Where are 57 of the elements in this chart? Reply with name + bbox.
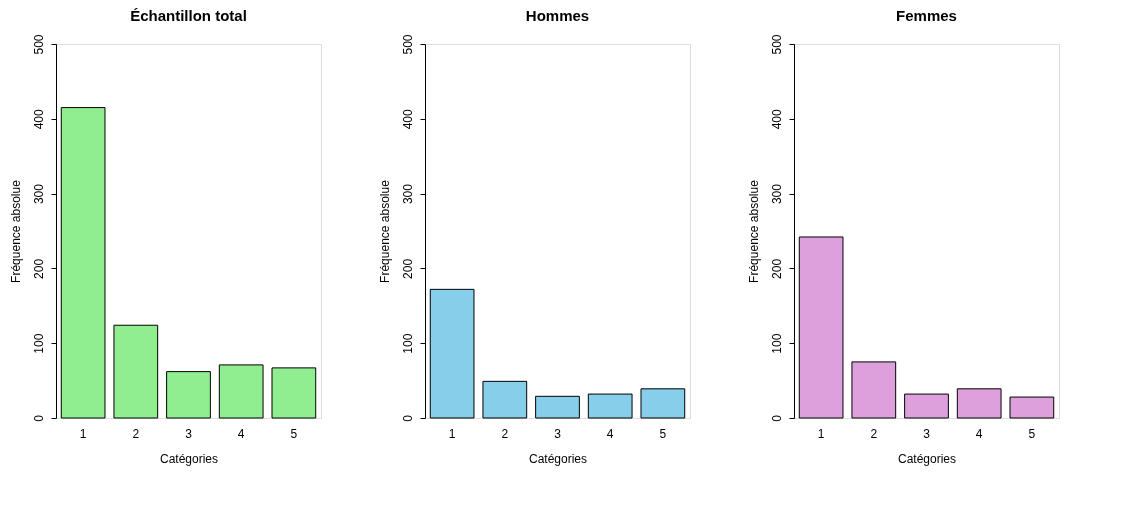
bar [798, 236, 844, 419]
y-tick-label: 0 [400, 414, 415, 422]
bar [271, 367, 317, 419]
y-tick-label: 100 [400, 333, 415, 354]
x-tick-label: 1 [448, 426, 456, 441]
x-tick-label: 5 [290, 426, 298, 441]
bar [535, 395, 580, 419]
y-tick-label: 100 [769, 333, 784, 354]
y-axis-title: Fréquence absolue [8, 179, 23, 283]
y-tick-label: 400 [400, 108, 415, 130]
y-tick-label: 500 [400, 34, 415, 55]
bar [1009, 396, 1055, 419]
chart-title: Femmes [896, 6, 957, 24]
x-tick-label: 3 [185, 426, 193, 441]
y-tick-label: 500 [769, 34, 784, 55]
y-axis-title: Fréquence absolue [377, 179, 392, 283]
y-axis-title: Fréquence absolue [746, 179, 761, 283]
bar [904, 393, 949, 419]
bar [429, 288, 475, 419]
x-tick-label: 2 [870, 426, 878, 441]
x-tick-label: 1 [817, 426, 825, 441]
x-tick-label: 5 [659, 426, 667, 441]
x-axis-title: Catégories [159, 451, 219, 466]
bar [60, 107, 106, 419]
y-tick-label: 400 [31, 108, 46, 130]
bar [851, 361, 897, 419]
y-tick-label: 200 [31, 258, 46, 279]
y-tick-label: 300 [769, 183, 784, 205]
chart-title: Échantillon total [130, 6, 247, 24]
y-tick-label: 200 [769, 258, 784, 279]
x-tick-label: 3 [554, 426, 562, 441]
y-tick-label: 0 [31, 414, 46, 422]
bar [587, 393, 633, 419]
x-tick-label: 4 [606, 426, 614, 441]
y-tick-label: 500 [31, 34, 46, 55]
bar [640, 388, 686, 419]
bar [166, 371, 211, 419]
x-tick-label: 4 [975, 426, 983, 441]
x-tick-label: 2 [501, 426, 509, 441]
y-tick-label: 100 [31, 333, 46, 354]
bar [218, 364, 264, 419]
x-axis-title: Catégories [528, 451, 588, 466]
x-tick-label: 1 [79, 426, 87, 441]
x-tick-label: 2 [132, 426, 140, 441]
y-tick-label: 300 [31, 183, 46, 205]
bar [956, 388, 1002, 419]
bar [482, 380, 528, 419]
x-tick-label: 4 [237, 426, 245, 441]
chart-title: Hommes [525, 6, 590, 24]
bar [113, 324, 159, 419]
x-axis-title: Catégories [897, 451, 957, 466]
y-tick-label: 0 [769, 414, 784, 422]
y-tick-label: 300 [400, 183, 415, 205]
x-tick-label: 5 [1028, 426, 1036, 441]
y-tick-label: 200 [400, 258, 415, 279]
x-tick-label: 3 [923, 426, 931, 441]
y-tick-label: 400 [769, 108, 784, 130]
